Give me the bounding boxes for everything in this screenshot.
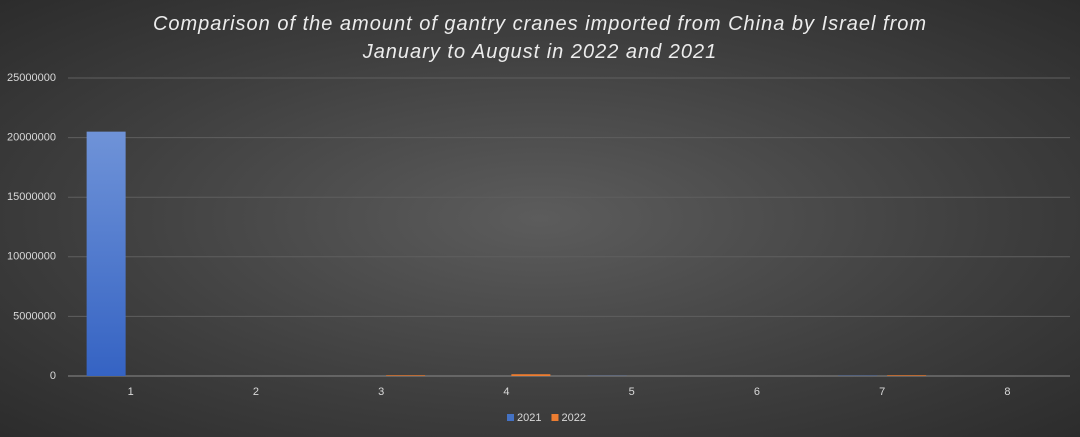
y-tick-label: 0 [50, 370, 56, 382]
legend-label: 2022 [561, 412, 585, 424]
y-tick-label: 25000000 [7, 72, 56, 84]
chart-title: Comparison of the amount of gantry crane… [152, 13, 928, 63]
legend-swatch [507, 414, 514, 421]
x-tick-label: 1 [128, 386, 134, 398]
legend-swatch [551, 414, 559, 421]
legend-label: 2021 [517, 412, 541, 424]
x-tick-label: 8 [1004, 386, 1010, 398]
y-tick-label: 15000000 [7, 191, 56, 203]
x-tick-label: 3 [378, 386, 384, 398]
bar [887, 375, 927, 376]
x-tick-label: 4 [503, 386, 509, 398]
x-tick-label: 6 [754, 386, 760, 398]
bar [86, 131, 126, 376]
y-tick-label: 5000000 [13, 310, 56, 322]
bar [386, 375, 426, 376]
y-tick-label: 10000000 [7, 251, 56, 263]
y-tick-label: 20000000 [7, 132, 56, 144]
x-tick-label: 5 [629, 386, 635, 398]
x-tick-label: 2 [253, 386, 259, 398]
x-tick-label: 7 [879, 386, 885, 398]
bar [511, 374, 551, 376]
